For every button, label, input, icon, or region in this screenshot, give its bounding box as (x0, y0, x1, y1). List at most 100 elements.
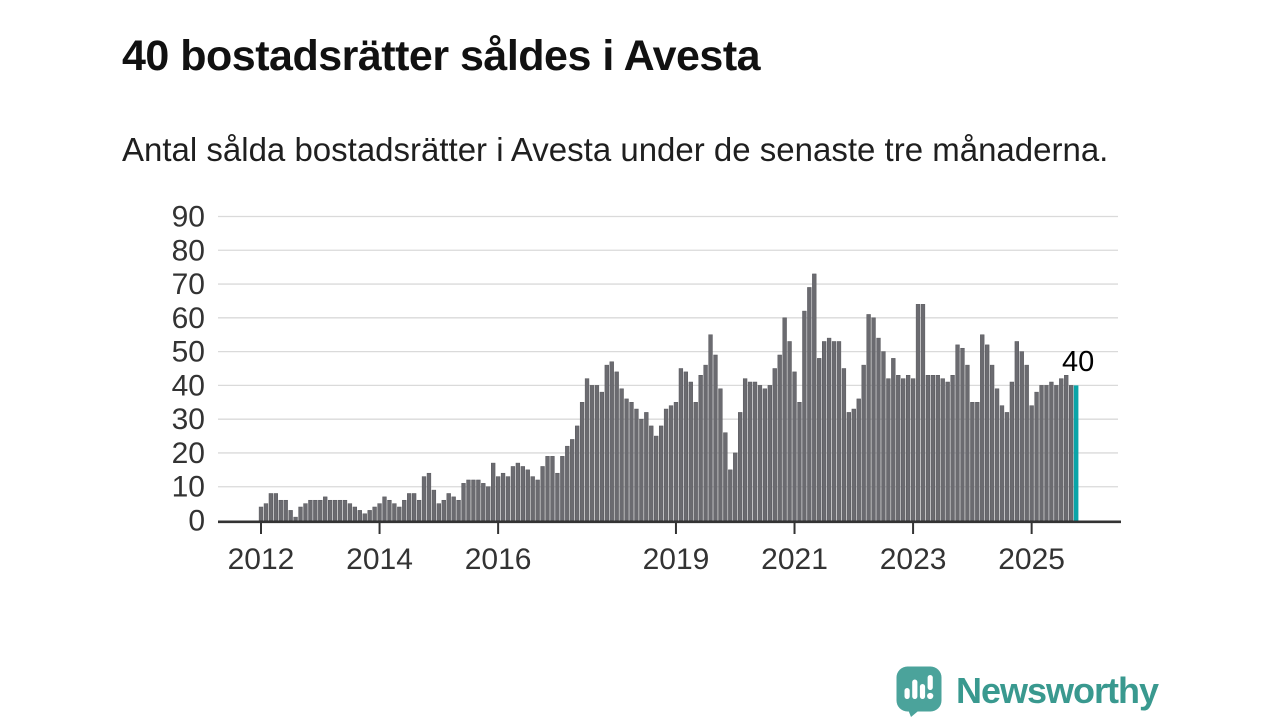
bar (733, 452, 738, 521)
bar (876, 337, 881, 521)
bar (708, 334, 713, 521)
x-tick-label: 2019 (643, 543, 710, 576)
bar (1014, 341, 1019, 521)
bar (999, 405, 1005, 521)
bar (1059, 378, 1064, 521)
bar (283, 499, 288, 521)
bar (1054, 385, 1059, 521)
y-tick-label: 90 (172, 200, 205, 233)
newsworthy-badge-icon (896, 666, 942, 717)
bar (303, 503, 308, 521)
bar (337, 499, 343, 521)
highlighted-bar (1073, 385, 1079, 521)
bar (599, 391, 605, 521)
bar (920, 304, 926, 521)
bar (426, 472, 432, 521)
bar (575, 425, 580, 521)
bar (491, 462, 496, 521)
bar (703, 364, 708, 521)
bar (668, 405, 674, 521)
bar (822, 341, 827, 521)
bar (589, 385, 595, 521)
bar (915, 304, 921, 521)
y-tick-label: 50 (172, 336, 205, 369)
bar (624, 398, 629, 521)
y-tick-label: 0 (188, 505, 205, 538)
bar (807, 287, 812, 521)
bar (782, 317, 787, 521)
bar (525, 469, 530, 521)
bar (560, 456, 565, 521)
bar (1034, 391, 1039, 521)
y-tick-label: 20 (172, 437, 205, 470)
bar (342, 499, 348, 521)
bar (787, 341, 792, 521)
bar (836, 341, 842, 521)
bar (387, 499, 392, 521)
bar (802, 310, 807, 521)
bar (945, 381, 950, 521)
bar (713, 354, 718, 521)
bar (777, 354, 782, 521)
bar (347, 503, 353, 521)
bar (649, 425, 654, 521)
bar (609, 361, 614, 521)
bar (797, 402, 802, 521)
bar (614, 371, 619, 521)
bar (466, 479, 471, 521)
bar (323, 496, 328, 521)
bar (288, 510, 293, 521)
bar (817, 358, 822, 521)
bar (841, 368, 847, 521)
bar (658, 425, 664, 521)
bar (619, 388, 624, 521)
bar (1049, 381, 1054, 521)
bar (767, 385, 772, 521)
bar (431, 489, 437, 521)
bar (930, 375, 935, 521)
bar (550, 456, 555, 521)
bar (594, 385, 600, 521)
bar (318, 499, 323, 521)
bar (851, 408, 856, 521)
bar (540, 466, 545, 521)
bar (856, 398, 861, 521)
y-tick-label: 30 (172, 403, 205, 436)
bar (994, 388, 1000, 521)
bar (772, 368, 777, 521)
x-tick-label: 2025 (998, 543, 1065, 576)
x-tick-label: 2014 (346, 543, 413, 576)
bar (698, 375, 703, 521)
bar (1029, 405, 1034, 521)
bar (357, 510, 362, 521)
bar (515, 462, 521, 521)
bar (871, 317, 876, 521)
bar (980, 334, 985, 521)
bar (570, 439, 575, 521)
bar (693, 402, 698, 521)
bar (718, 388, 723, 521)
bar (392, 503, 397, 521)
bar (644, 412, 649, 521)
bar (960, 347, 965, 521)
bar (278, 499, 283, 521)
bar (757, 385, 763, 521)
bar (308, 499, 313, 521)
bar (688, 381, 693, 521)
bar (940, 378, 945, 521)
bar (545, 456, 550, 521)
bar (263, 503, 269, 521)
bar (678, 368, 684, 521)
bar (495, 476, 501, 521)
bar (273, 493, 278, 521)
bar (510, 466, 516, 521)
bar (989, 364, 995, 521)
y-tick-label: 80 (172, 234, 205, 267)
x-tick-label: 2023 (880, 543, 947, 576)
bar (416, 499, 422, 521)
bar (654, 435, 659, 521)
bar (975, 402, 980, 521)
bar (935, 375, 940, 521)
bar (1044, 385, 1049, 521)
